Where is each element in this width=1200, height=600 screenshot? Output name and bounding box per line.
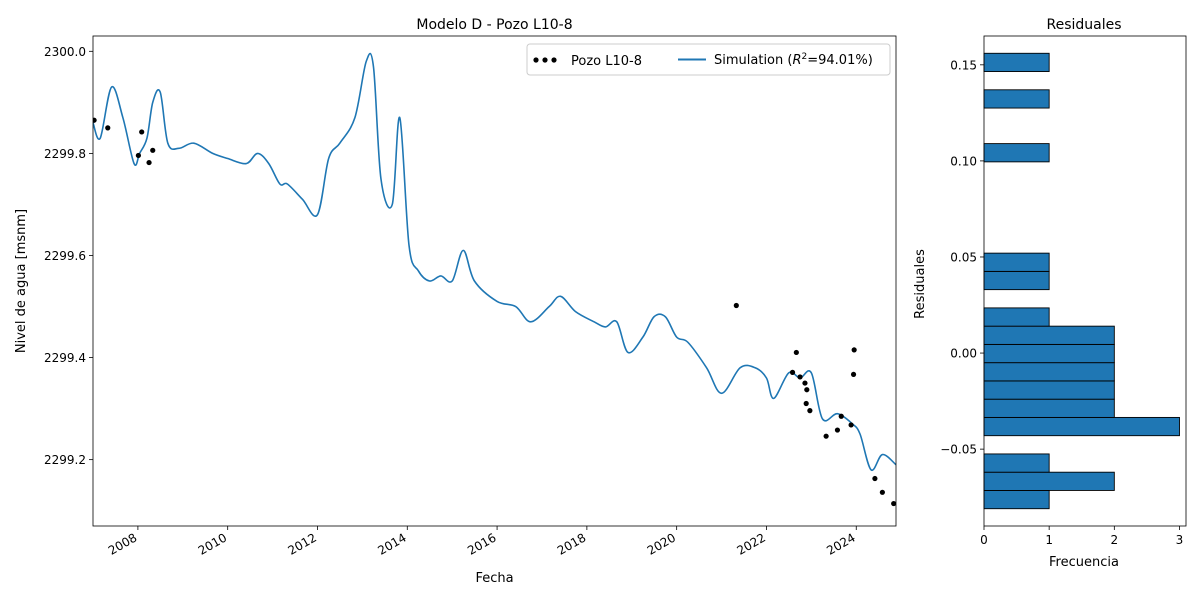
main-y-tick-label: 2299.8	[44, 147, 86, 161]
main-plot-frame	[92, 35, 897, 527]
main-y-tick-label: 2300.0	[44, 45, 86, 59]
observation-point	[851, 347, 857, 353]
observation-points-layer	[93, 117, 896, 507]
main-legend: Pozo L10-8 Simulation (R2=94.01%)	[526, 43, 891, 76]
legend-marker-dot	[533, 57, 539, 63]
observation-point	[850, 371, 857, 378]
observation-point	[139, 129, 145, 135]
residuals-y-tick-label: 0.05	[950, 250, 977, 264]
main-y-axis-label: Nivel de agua [msnm]	[14, 209, 29, 353]
residuals-x-tick-label: 0	[980, 533, 988, 547]
observation-point	[793, 349, 799, 356]
residuals-y-tick-label: 0.10	[950, 154, 977, 168]
legend-entry-simulation: Simulation (R2=94.01%)	[714, 52, 873, 68]
observation-point	[834, 427, 841, 433]
observation-point	[879, 489, 885, 495]
observation-point	[733, 302, 739, 309]
observation-point	[105, 125, 111, 131]
residuals-chart: Residuales 0 1 2 3 −0.05 0.00 0.05 0.10 0.15 Fr…	[913, 17, 1187, 570]
legend-marker-dot	[542, 57, 548, 63]
residuals-bar	[983, 307, 1050, 327]
observation-point	[797, 374, 803, 380]
residuals-x-tick-label: 2	[1111, 533, 1119, 547]
residuals-bar	[983, 490, 1050, 510]
main-y-tick-label: 2299.4	[44, 351, 86, 365]
residuals-x-tick-label: 3	[1176, 533, 1184, 547]
residuals-x-axis-label: Frecuencia	[1049, 555, 1119, 570]
residuals-bar	[983, 252, 1050, 272]
legend-entry-observed: Pozo L10-8	[571, 54, 642, 69]
observation-point	[802, 380, 808, 386]
residuals-bar	[983, 416, 1180, 437]
residuals-bar	[983, 143, 1050, 163]
observation-point	[891, 500, 896, 507]
residuals-y-axis-label: Residuales	[913, 249, 928, 319]
residuals-bar	[983, 343, 1115, 364]
observation-point	[146, 159, 152, 166]
legend-marker-dot	[551, 57, 557, 63]
observation-point	[807, 408, 813, 414]
residuals-bar	[983, 380, 1115, 400]
simulation-line-layer	[93, 52, 896, 472]
residuals-y-axis-ticks: −0.05 0.00 0.05 0.10 0.15	[940, 58, 984, 457]
observation-point	[789, 369, 796, 375]
residuals-bar	[983, 471, 1115, 491]
observation-point	[838, 413, 844, 419]
observation-point	[848, 422, 854, 428]
residuals-y-tick-label: 0.15	[950, 58, 977, 72]
residuals-bar	[983, 398, 1115, 418]
main-chart-title: Modelo D - Pozo L10-8	[416, 17, 572, 33]
main-x-axis-label: Fecha	[475, 571, 513, 586]
observation-point	[93, 117, 97, 123]
observation-point	[823, 433, 829, 439]
residuals-y-tick-label: 0.00	[950, 347, 977, 361]
main-y-tick-label: 2299.2	[44, 453, 86, 467]
main-y-tick-label: 2299.6	[44, 249, 86, 263]
residuals-y-tick-label: −0.05	[940, 443, 977, 457]
residuals-x-tick-label: 1	[1045, 533, 1053, 547]
residuals-bar	[983, 52, 1050, 72]
observation-point	[135, 152, 141, 159]
residuals-plot-frame	[983, 35, 1187, 527]
observation-point	[150, 147, 156, 153]
residuals-bar	[983, 453, 1050, 473]
residuals-chart-title: Residuales	[1046, 17, 1121, 33]
residuals-bar	[983, 362, 1115, 382]
observation-point	[803, 400, 809, 407]
main-y-axis-ticks: 2299.2 2299.4 2299.6 2299.8 2300.0	[44, 45, 93, 467]
legend-frame	[526, 43, 891, 76]
observation-point	[804, 387, 810, 393]
observation-point	[872, 475, 878, 482]
residuals-bar	[983, 325, 1115, 345]
residuals-x-axis-ticks: 0 1 2 3	[980, 526, 1183, 547]
residuals-bar	[983, 89, 1050, 109]
residuals-bar	[983, 270, 1050, 291]
simulation-line	[93, 52, 896, 472]
